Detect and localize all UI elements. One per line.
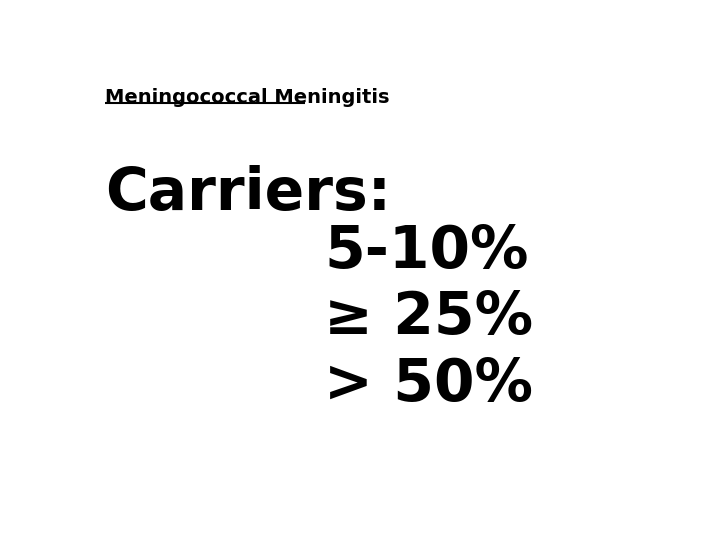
Text: 5-10%: 5-10%: [324, 223, 529, 280]
Text: Meningococcal Meningitis: Meningococcal Meningitis: [105, 87, 390, 107]
Text: > 50%: > 50%: [324, 356, 534, 413]
Text: ≥ 25%: ≥ 25%: [324, 289, 534, 346]
Text: Carriers:: Carriers:: [105, 165, 391, 221]
